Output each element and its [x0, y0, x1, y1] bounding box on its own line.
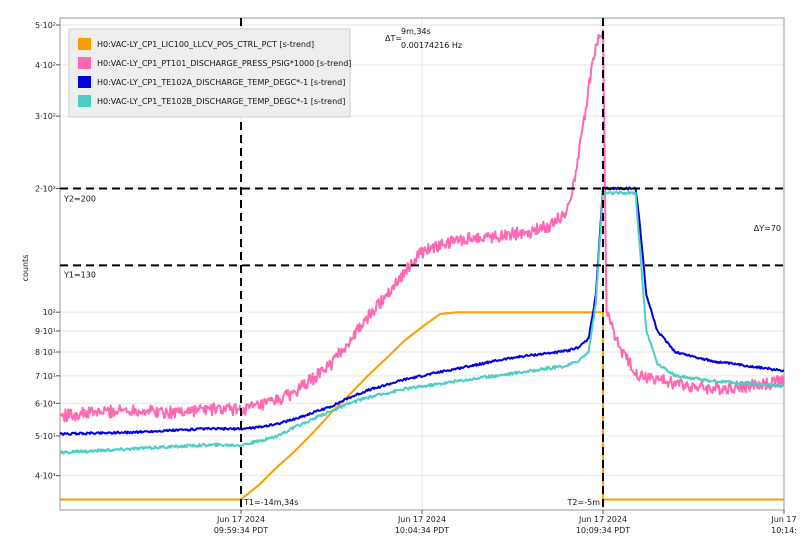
legend: H0:VAC-LY_CP1_LIC100_LLCV_POS_CTRL_PCT […: [68, 28, 351, 118]
delta-t-frequency: 0.00174216 Hz: [401, 41, 462, 50]
delta-t-value: 9m,34s: [401, 27, 431, 36]
x-tick-date: Jun 17: [770, 515, 796, 524]
y-tick-label: 4·10²: [35, 61, 56, 70]
x-tick-date: Jun 17 2024: [216, 515, 265, 524]
y-tick-label: 2·10²: [35, 184, 56, 193]
x-tick-time: 09:59:34 PDT: [214, 526, 268, 535]
y-tick-label: 6·10¹: [35, 399, 56, 408]
delta-y-value: ΔY=70: [754, 224, 781, 233]
series-line-3: [59, 186, 785, 436]
legend-label-2: H0:VAC-LY_CP1_PT101_DISCHARGE_PRESS_PSIG…: [97, 59, 351, 68]
y-tick-label: 9·10¹: [35, 327, 56, 336]
y-tick-label: 3·10²: [35, 112, 56, 121]
x-tick-time: 10:09:34 PDT: [576, 526, 630, 535]
y-tick-label: 4·10¹: [35, 472, 56, 481]
x-tick-date: Jun 17 2024: [397, 515, 446, 524]
legend-label-3: H0:VAC-LY_CP1_TE102A_DISCHARGE_TEMP_DEGC…: [97, 78, 345, 87]
y-tick-label: 5·10²: [35, 21, 56, 30]
y-tick-label: 7·10¹: [35, 372, 56, 381]
y-tick-label: 8·10¹: [35, 348, 56, 357]
cursor-label-y1: Y1=130: [63, 270, 96, 279]
series-layer: [59, 29, 785, 501]
legend-swatch-4: [78, 95, 91, 107]
x-tick-time: 10:04:34 PDT: [395, 526, 449, 535]
legend-box: [68, 28, 351, 118]
x-axis: Jun 17 2024 09:59:34 PDT Jun 17 2024 10:04:…: [214, 510, 797, 535]
cursor-label-t2: T2=-5m: [567, 498, 601, 507]
series-line-2: [59, 29, 785, 423]
y-axis-label: counts: [21, 255, 30, 282]
legend-label-4: H0:VAC-LY_CP1_TE102B_DISCHARGE_TEMP_DEGC…: [97, 97, 345, 106]
cursor-readouts: ΔT= 9m,34s 0.00174216 Hz ΔY=70: [385, 27, 781, 233]
y-axis: 4·10¹ 5·10¹ 6·10¹ 7·10¹ 8·10¹ 9·10¹ 10² 2·10² 3·…: [35, 21, 60, 481]
legend-label-1: H0:VAC-LY_CP1_LIC100_LLCV_POS_CTRL_PCT […: [97, 40, 314, 49]
legend-swatch-2: [78, 57, 91, 69]
x-tick-date: Jun 17 2024: [578, 515, 627, 524]
series-line-4: [59, 190, 785, 455]
legend-swatch-1: [78, 38, 91, 50]
delta-t-prefix: ΔT=: [385, 34, 402, 43]
series-line-1: [59, 311, 785, 501]
y-tick-label: 10²: [43, 308, 56, 317]
x-tick-time: 10:14:: [771, 526, 797, 535]
y-tick-label: 5·10¹: [35, 432, 56, 441]
legend-swatch-3: [78, 76, 91, 88]
cursor-label-y2: Y2=200: [63, 194, 96, 203]
cursor-label-t1: T1=-14m,34s: [243, 498, 298, 507]
